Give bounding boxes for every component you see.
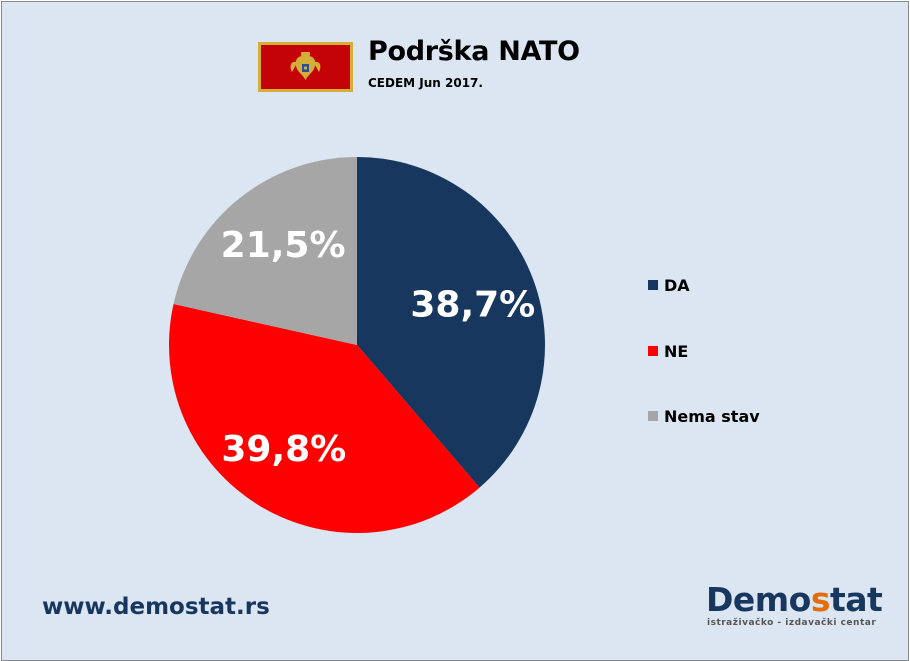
- pie-chart: 38,7% 39,8% 21,5%: [169, 157, 545, 533]
- legend-item-nema-stav: Nema stav: [648, 404, 760, 428]
- demostat-logo: Demostat istraživačko - izdavački centar: [706, 582, 886, 632]
- pie-slice-ne: [169, 303, 480, 533]
- logo-wordmark-part-1: Demo: [706, 580, 811, 619]
- pie-slice-nema-stav: [173, 157, 357, 345]
- logo-wordmark-accent: s: [810, 580, 831, 619]
- legend-item-ne: NE: [648, 339, 688, 363]
- data-label-nema-stav: 21,5%: [221, 225, 346, 266]
- logo-tagline: istraživačko - izdavački centar: [707, 618, 877, 628]
- legend-swatch-nema-stav: [648, 411, 658, 421]
- legend-swatch-da: [648, 280, 658, 290]
- chart-title: Podrška NATO: [368, 36, 580, 67]
- pie-slice-da: [357, 157, 545, 488]
- montenegro-flag-icon: [258, 42, 353, 92]
- legend-label-nema-stav: Nema stav: [664, 406, 760, 426]
- legend-item-da: DA: [648, 273, 690, 297]
- logo-wordmark-part-3: tat: [830, 580, 883, 619]
- data-label-ne: 39,8%: [221, 429, 346, 470]
- legend-swatch-ne: [648, 346, 658, 356]
- legend-label-ne: NE: [664, 341, 689, 361]
- legend-label-da: DA: [664, 275, 690, 295]
- chart-subtitle: CEDEM Jun 2017.: [368, 76, 483, 90]
- logo-wordmark: Demostat: [706, 580, 883, 619]
- website-url: www.demostat.rs: [42, 594, 270, 620]
- data-label-da: 38,7%: [410, 285, 535, 326]
